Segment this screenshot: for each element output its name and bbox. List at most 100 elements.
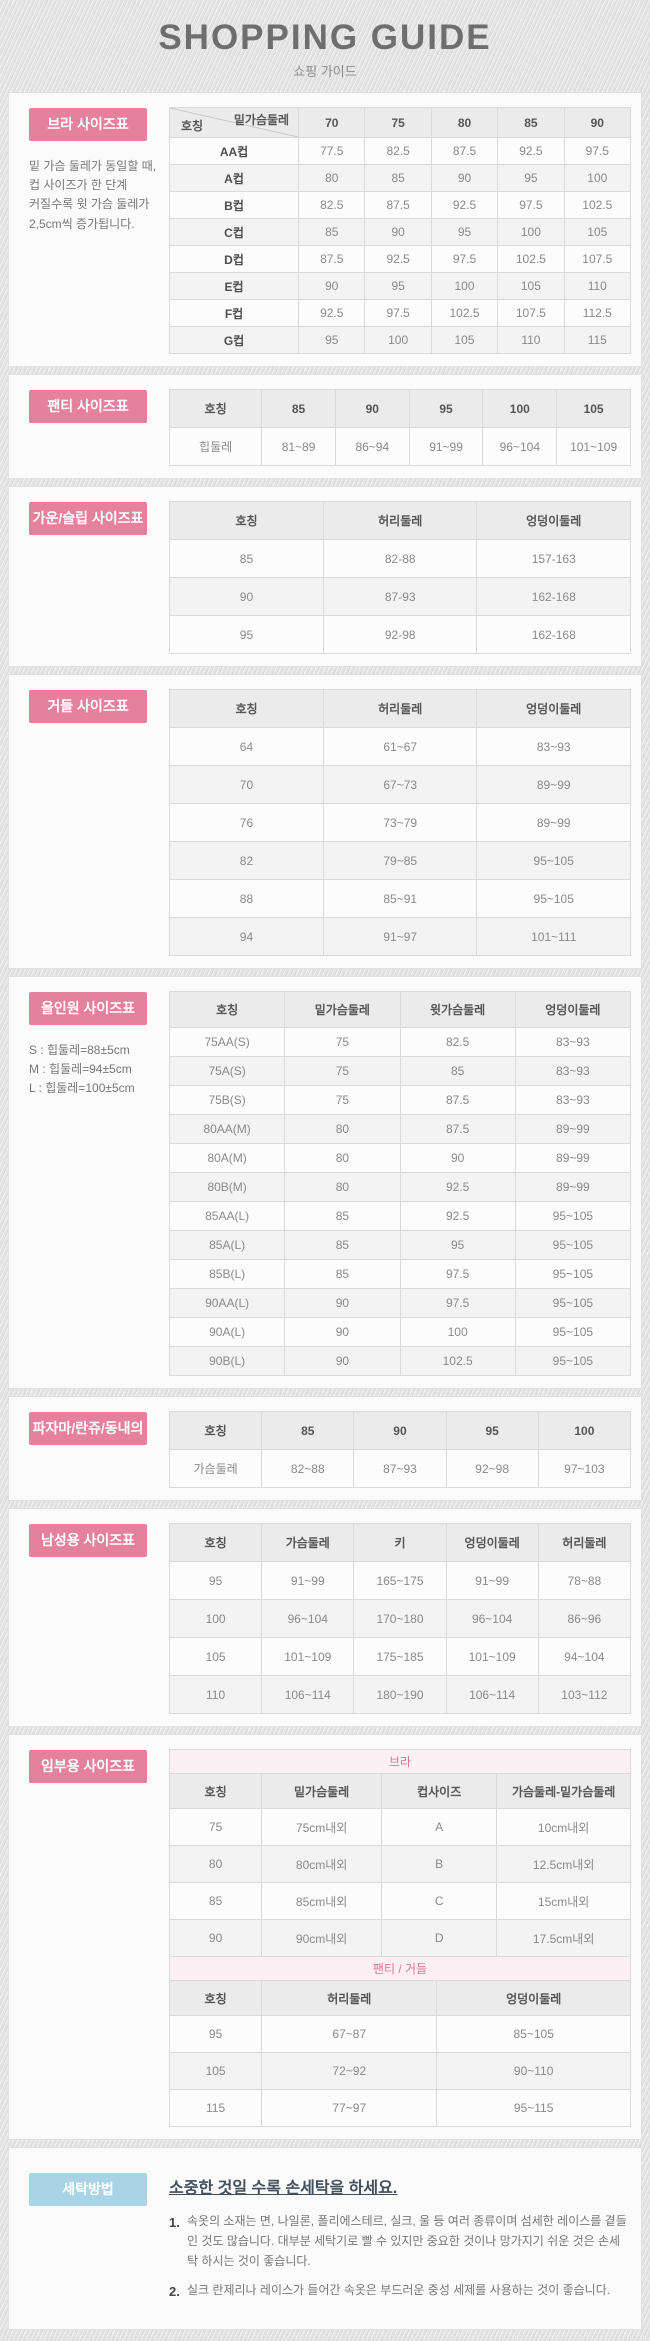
table-cell: 90: [298, 272, 366, 300]
washing-section-badge: 세탁방법: [29, 2173, 147, 2206]
washing-content: 소중한 것일 수록 손세탁을 하세요. 1. 속옷의 소재는 면, 나일론, 폴…: [169, 2172, 627, 2311]
table-cell: 95: [497, 164, 565, 192]
table-cell: 105: [168, 1637, 263, 1676]
table-cell: 96~104: [445, 1599, 539, 1638]
table-cell: 90: [284, 1317, 401, 1347]
page-subtitle: 쇼핑 가이드: [293, 64, 357, 79]
table-cell: E컵: [168, 272, 300, 300]
gown-slip-size-table: 호칭 허리둘레 엉덩이둘레 85 82-88 157-163 90 87-93 162-168 9…: [169, 501, 631, 654]
girdle-size-table: 호칭 허리둘레 엉덩이둘레 64 61~67 83~93 70 67~73 89~99 76 73~…: [169, 689, 631, 956]
washing-item-2: 2. 실크 란제리나 레이스가 들어간 속옷은 부드러운 중성 세제를 사용하는…: [169, 2281, 627, 2301]
table-cell: 95: [364, 272, 432, 300]
table-row: 105 72~92 90~110: [168, 2052, 631, 2090]
pajama-size-table: 호칭 85 90 95 100 가슴둘레 82~88 87~93 92~98 97~103: [168, 1411, 632, 1488]
table-header-cell: 80: [430, 107, 499, 138]
table-cell: A컵: [168, 164, 300, 192]
table-cell: 97.5: [497, 191, 565, 219]
panty-section-aside: 팬티 사이즈표: [29, 389, 169, 423]
table-row: 80AA(M) 80 87.5 89~99: [168, 1114, 632, 1144]
table-cell: 67~87: [261, 2015, 438, 2053]
table-cell: 85: [169, 539, 324, 578]
table-row: 75 75cm내외 A 10cm내외: [168, 1808, 631, 1846]
table-cell: 107.5: [563, 245, 632, 273]
section-maternity-sizes: 임부용 사이즈표 브라 호칭 밑가슴둘레 컵사이즈 가슴둘레-밑가슴둘레 75 75cm내외…: [8, 1734, 642, 2140]
table-cell: 92.5: [430, 191, 499, 219]
table-header-cell: 가슴둘레-밑가슴둘레: [496, 1773, 631, 1809]
table-cell: 80: [298, 164, 366, 192]
table-cell: 97~103: [537, 1449, 632, 1488]
allinone-table-area: 호칭 밑가슴둘레 윗가슴둘레 엉덩이둘레 75AA(S) 75 82.5 83~93 75A(S…: [168, 991, 632, 1376]
table-header-cell: 허리둘레: [322, 501, 478, 540]
section-gown-slip-sizes: 가운/슬립 사이즈표 호칭 허리둘레 엉덩이둘레 85 82-88 157-163 90 87…: [8, 486, 642, 667]
table-cell: 100: [430, 272, 499, 300]
table-header-cell: 허리둘레: [261, 1980, 438, 2016]
table-row: 85A(L) 85 95 95~105: [168, 1230, 632, 1260]
table-cell: 95~105: [514, 1288, 632, 1318]
table-cell: 115: [168, 2089, 263, 2127]
washing-item-1-number: 1.: [169, 2215, 180, 2230]
allinone-size-note: S : 힙둘레=88±5cm M : 힙둘레=94±5cm L : 힙둘레=10…: [29, 1043, 135, 1096]
table-cell: 76: [169, 803, 324, 842]
pajama-section-badge: 파자마/란쥬/동내의: [29, 1412, 147, 1445]
table-cell: 85AA(L): [168, 1201, 286, 1231]
table-cell: 94: [169, 917, 324, 956]
section-allinone-sizes: 올인원 사이즈표 S : 힙둘레=88±5cm M : 힙둘레=94±5cm L…: [8, 976, 642, 1389]
table-cell: 95: [168, 2015, 263, 2053]
table-cell: 95~105: [514, 1317, 632, 1347]
table-cell: 97.5: [399, 1259, 516, 1289]
bra-size-note: 밑 가슴 둘레가 동일할 때, 컵 사이즈가 한 단계 커질수록 윗 가슴 둘레…: [29, 159, 157, 231]
table-cell: G컵: [168, 326, 300, 354]
table-cell: 64: [169, 727, 324, 766]
table-header-cell: 호칭: [168, 1980, 263, 2016]
table-cell: 97.5: [399, 1288, 516, 1318]
table-cell: C컵: [168, 218, 300, 246]
table-cell: D: [381, 1919, 498, 1957]
allinone-size-table: 호칭 밑가슴둘레 윗가슴둘레 엉덩이둘레 75AA(S) 75 82.5 83~93 75A(S…: [168, 991, 632, 1376]
table-header-cell: 엉덩이둘레: [476, 689, 631, 728]
table-row: 팬티 / 거들: [169, 1956, 631, 1981]
table-cell: 82: [169, 841, 324, 880]
table-cell: 106~114: [261, 1675, 355, 1714]
table-row: AA컵 77.5 82.5 87.5 92.5 97.5: [168, 137, 632, 165]
table-cell: 90~110: [436, 2052, 631, 2090]
mens-section-badge: 남성용 사이즈표: [29, 1524, 147, 1557]
table-header-cell: 90: [334, 389, 410, 428]
table-header-cell: 엉덩이둘레: [436, 1980, 631, 2016]
table-cell: 75: [168, 1808, 263, 1846]
table-cell: 88: [169, 879, 324, 918]
table-cell: 110: [168, 1675, 263, 1714]
table-cell: 92~98: [445, 1449, 539, 1488]
table-cell: 90: [284, 1288, 401, 1318]
bra-section-aside: 브라 사이즈표 밑 가슴 둘레가 동일할 때, 컵 사이즈가 한 단계 커질수록…: [29, 107, 169, 234]
table-cell: 96~104: [261, 1599, 355, 1638]
panty-table-area: 호칭 85 90 95 100 105 힙둘레 81~89 86~94 91~99 96~104 10…: [168, 389, 631, 466]
table-cell: 90: [399, 1143, 516, 1173]
table-cell: 75A(S): [168, 1056, 286, 1086]
table-cell: 95: [399, 1230, 516, 1260]
bra-section-badge: 브라 사이즈표: [29, 108, 147, 141]
table-cell: 85: [298, 218, 366, 246]
table-cell: 89~99: [514, 1172, 632, 1202]
table-row: G컵 95 100 105 110 115: [168, 326, 632, 354]
washing-item-1-text: 속옷의 소재는 면, 나일론, 폴리에스테르, 실크, 울 등 여러 종류이며 …: [187, 2214, 627, 2268]
table-cell: 15cm내외: [496, 1882, 631, 1920]
table-cell: 103~112: [537, 1675, 632, 1714]
table-cell: 85cm내외: [261, 1882, 383, 1920]
table-cell: 87.5: [298, 245, 366, 273]
table-cell: 75: [284, 1027, 401, 1057]
table-cell: 105: [497, 272, 565, 300]
table-cell: 82.5: [364, 137, 432, 165]
table-row: 75A(S) 75 85 83~93: [168, 1056, 632, 1086]
table-row: 밑가슴둘레 호칭 70 75 80 85 90: [168, 107, 632, 138]
bra-table-area: 밑가슴둘레 호칭 70 75 80 85 90 AA컵 77.5 82.5 87.5 92.5 97.5…: [168, 107, 632, 354]
table-row: 95 91~99 165~175 91~99 78~88: [168, 1561, 632, 1600]
table-header-cell: 엉덩이둘레: [476, 501, 631, 540]
table-cell: 95: [298, 326, 366, 354]
table-row: 70 67~73 89~99: [169, 765, 631, 804]
table-cell: 92.5: [298, 299, 366, 327]
table-cell: 85B(L): [168, 1259, 286, 1289]
table-cell: 87-93: [322, 577, 478, 616]
section-girdle-sizes: 거들 사이즈표 호칭 허리둘레 엉덩이둘레 64 61~67 83~93 70 67~73 89…: [8, 674, 642, 969]
table-cell: 101~109: [556, 427, 631, 466]
